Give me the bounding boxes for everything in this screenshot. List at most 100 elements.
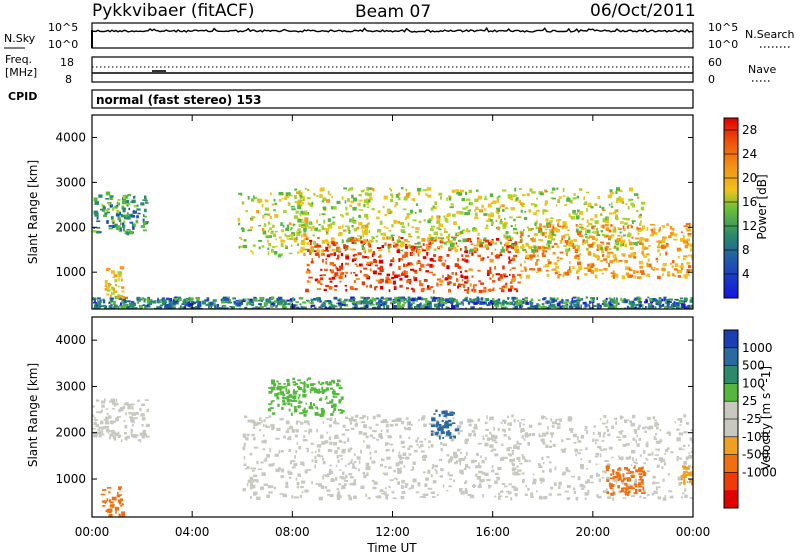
heatmap-cell [554,466,557,471]
heatmap-cell [288,471,293,475]
heatmap-cell [187,297,191,300]
power-colorbar-label: Power [dB] [755,174,769,239]
heatmap-cell [265,236,269,239]
heatmap-cell [319,213,321,216]
heatmap-cell [363,440,365,443]
heatmap-cell [349,248,355,251]
heatmap-cell [318,255,320,259]
heatmap-cell [656,268,659,271]
heatmap-cell [333,252,337,256]
heatmap-cell [544,231,547,235]
heatmap-cell [457,239,462,242]
heatmap-cell [192,301,197,305]
heatmap-cell [458,192,463,196]
heatmap-cell [115,212,120,217]
heatmap-cell [590,270,595,274]
heatmap-cell [330,269,334,274]
heatmap-cell [129,303,134,307]
heatmap-cell [117,431,120,436]
heatmap-cell [631,302,636,306]
colorbar-tick-label: -25 [742,412,762,426]
heatmap-cell [392,448,395,453]
heatmap-cell [634,465,636,469]
heatmap-cell [622,311,625,314]
heatmap-cell [283,435,286,439]
heatmap-cell [361,311,365,313]
heatmap-cell [336,488,340,491]
heatmap-cell [544,189,548,193]
heatmap-cell [366,217,369,220]
heatmap-cell [632,255,637,258]
heatmap-cell [456,312,458,315]
colorbar-tick-label: 4 [742,267,750,281]
heatmap-cell [586,225,589,228]
heatmap-cell [447,430,450,432]
heatmap-cell [685,456,689,461]
heatmap-cell [122,208,126,213]
heatmap-cell [120,307,123,309]
heatmap-cell [107,310,110,314]
heatmap-cell [399,284,403,288]
heatmap-cell [261,228,265,232]
heatmap-cell [658,240,663,244]
heatmap-cell [101,203,104,207]
heatmap-cell [126,403,131,406]
heatmap-cell [349,483,353,486]
heatmap-cell [363,273,368,277]
heatmap-cell [637,227,641,230]
heatmap-cell [338,493,341,498]
velocity-colorbar-label: Velocity [m s^-1] [759,366,773,470]
heatmap-cell [488,311,490,315]
heatmap-cell [626,484,628,488]
heatmap-cell [675,304,678,309]
heatmap-cell [352,216,355,221]
heatmap-cell [320,268,323,271]
heatmap-cell [450,203,454,206]
heatmap-cell [423,303,428,306]
heatmap-cell [626,225,629,229]
heatmap-cell [529,459,531,463]
heatmap-cell [497,208,500,213]
heatmap-cell [375,495,380,498]
heatmap-cell [296,481,300,486]
freq-left-tick-bottom: 8 [65,73,72,86]
heatmap-cell [511,414,514,418]
heatmap-cell [403,263,406,268]
heatmap-cell [117,274,122,278]
heatmap-cell [419,245,422,248]
heatmap-cell [238,299,243,303]
heatmap-cell [124,425,128,429]
heatmap-cell [142,309,145,311]
freq-left-tick-top: 18 [60,56,74,69]
heatmap-cell [593,425,596,428]
heatmap-cell [330,237,335,241]
heatmap-cell [626,472,631,474]
heatmap-cell [548,233,552,237]
heatmap-cell [386,442,390,445]
heatmap-cell [616,197,621,202]
heatmap-cell [409,297,412,300]
heatmap-cell [300,203,303,207]
heatmap-cell [309,390,312,394]
heatmap-cell [647,258,650,262]
heatmap-cell [436,421,440,426]
heatmap-cell [609,486,613,490]
heatmap-cell [334,289,337,291]
heatmap-cell [535,220,538,224]
heatmap-cell [631,220,636,222]
heatmap-cell [97,300,101,304]
heatmap-cell [326,231,329,234]
heatmap-cell [550,235,554,238]
heatmap-cell [360,310,364,314]
heatmap-cell [569,302,572,305]
heatmap-cell [335,393,340,396]
heatmap-cell [382,472,386,475]
heatmap-cell [329,400,333,404]
heatmap-cell [516,216,521,219]
heatmap-cell [615,200,619,204]
heatmap-cell [679,297,684,300]
heatmap-cell [624,222,628,225]
heatmap-cell [395,299,398,304]
heatmap-cell [633,428,637,432]
heatmap-cell [598,478,601,483]
